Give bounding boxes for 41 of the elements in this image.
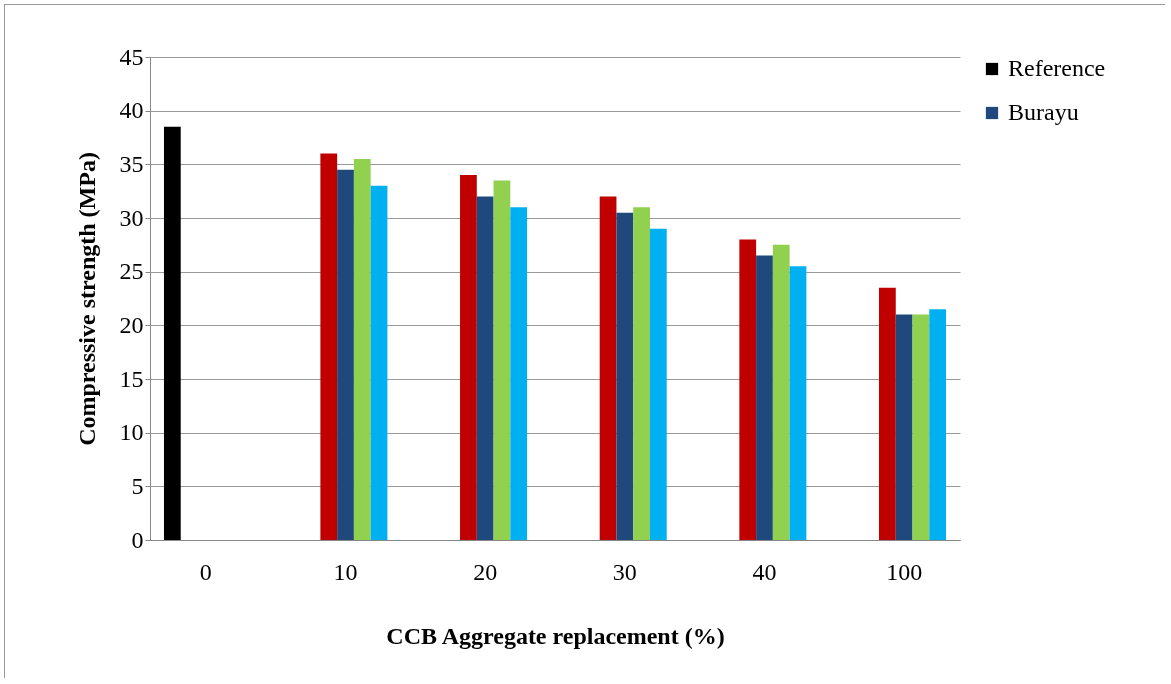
bar [163, 126, 181, 540]
y-tick-label: 10 [119, 419, 144, 446]
y-tick-label: 15 [119, 365, 144, 392]
bar [599, 196, 617, 540]
bar [649, 228, 667, 540]
bar [789, 266, 807, 540]
bar [772, 244, 790, 540]
bar [320, 153, 338, 540]
y-tick-label: 0 [131, 526, 144, 553]
y-axis-title: Compressive strength (MPa) [73, 152, 100, 446]
bar [353, 158, 371, 540]
bar [895, 314, 913, 540]
y-tick-label: 25 [119, 258, 144, 285]
bar [337, 169, 354, 540]
legend-label: Reference [1008, 55, 1106, 81]
x-axis-title: CCB Aggregate replacement (%) [386, 622, 725, 649]
y-tick-label: 45 [119, 43, 144, 70]
bar [510, 207, 528, 540]
bar [633, 207, 650, 540]
bar [476, 196, 494, 540]
legend-label: Burayu [1008, 99, 1079, 125]
y-tick-label: 40 [119, 97, 144, 124]
bar [912, 314, 930, 540]
bar [929, 309, 947, 540]
bar [460, 175, 477, 540]
y-tick-label: 30 [119, 204, 144, 231]
x-tick-label: 0 [199, 558, 212, 585]
bar [493, 180, 511, 540]
bar [756, 255, 773, 540]
bar [739, 239, 757, 540]
bar [370, 185, 388, 540]
y-tick-label: 20 [119, 311, 144, 338]
bar [879, 287, 896, 540]
y-tick-label: 5 [131, 472, 144, 499]
x-tick-label: 40 [752, 558, 777, 585]
x-tick-label: 100 [886, 558, 923, 585]
x-tick-label: 30 [612, 558, 637, 585]
y-tick-label: 35 [119, 150, 144, 177]
x-tick-label: 10 [333, 558, 358, 585]
x-tick-label: 20 [473, 558, 498, 585]
bar [616, 212, 634, 540]
